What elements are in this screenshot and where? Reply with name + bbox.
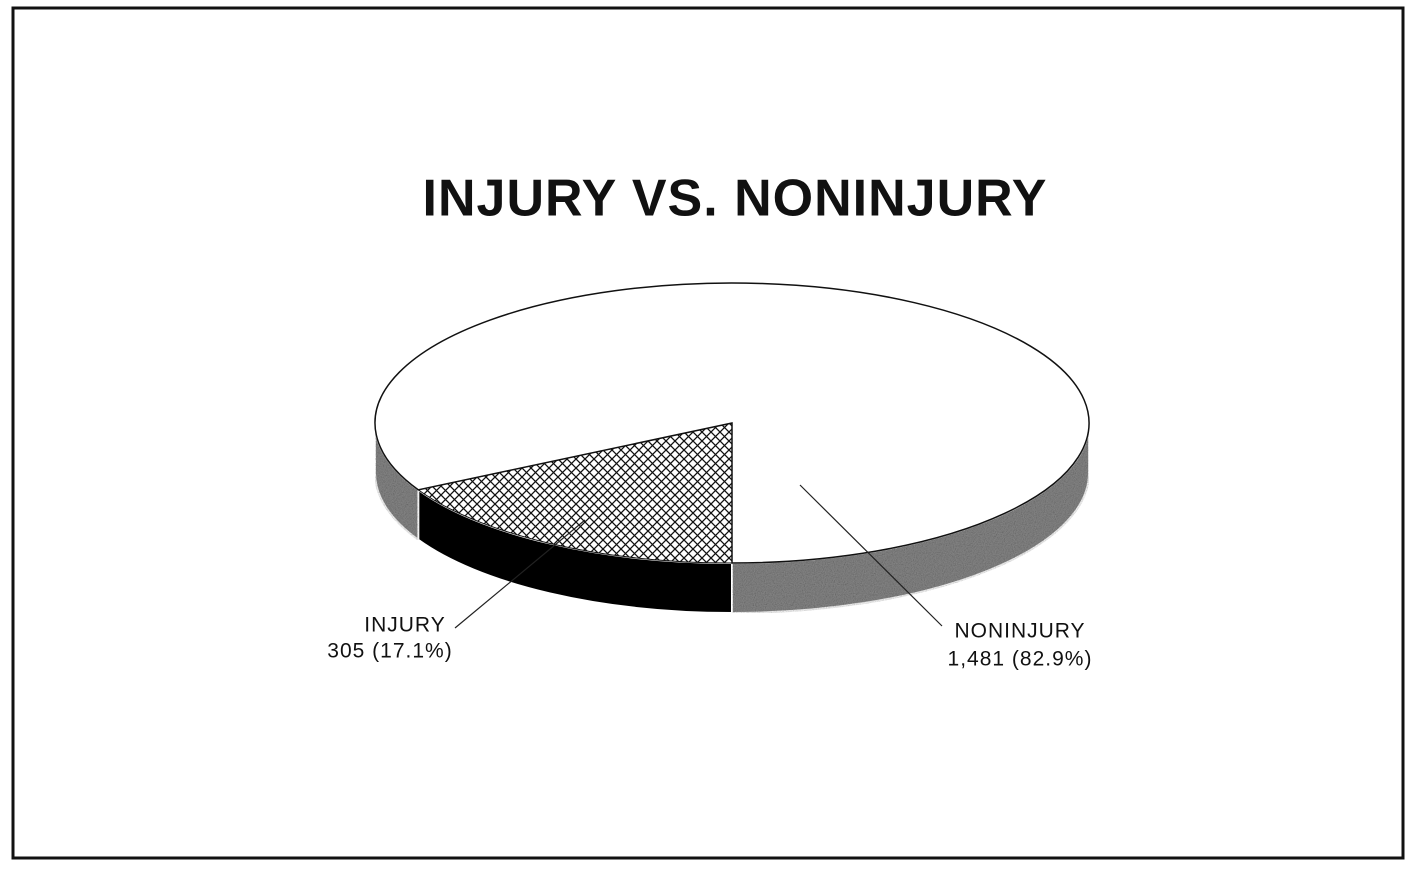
slice-top — [374, 282, 1090, 564]
leader-line — [454, 519, 586, 629]
leader-line — [799, 484, 943, 627]
value-label: 305 (17.1%) — [327, 640, 452, 663]
chart-title: INJURY VS. NONINJURY — [423, 170, 1048, 228]
frame — [11, 6, 1405, 860]
slice-label: INJURY — [364, 614, 445, 637]
slice-top — [417, 422, 733, 564]
slice-label: NONINJURY — [954, 620, 1085, 643]
value-label: 1,481 (82.9%) — [948, 648, 1093, 671]
